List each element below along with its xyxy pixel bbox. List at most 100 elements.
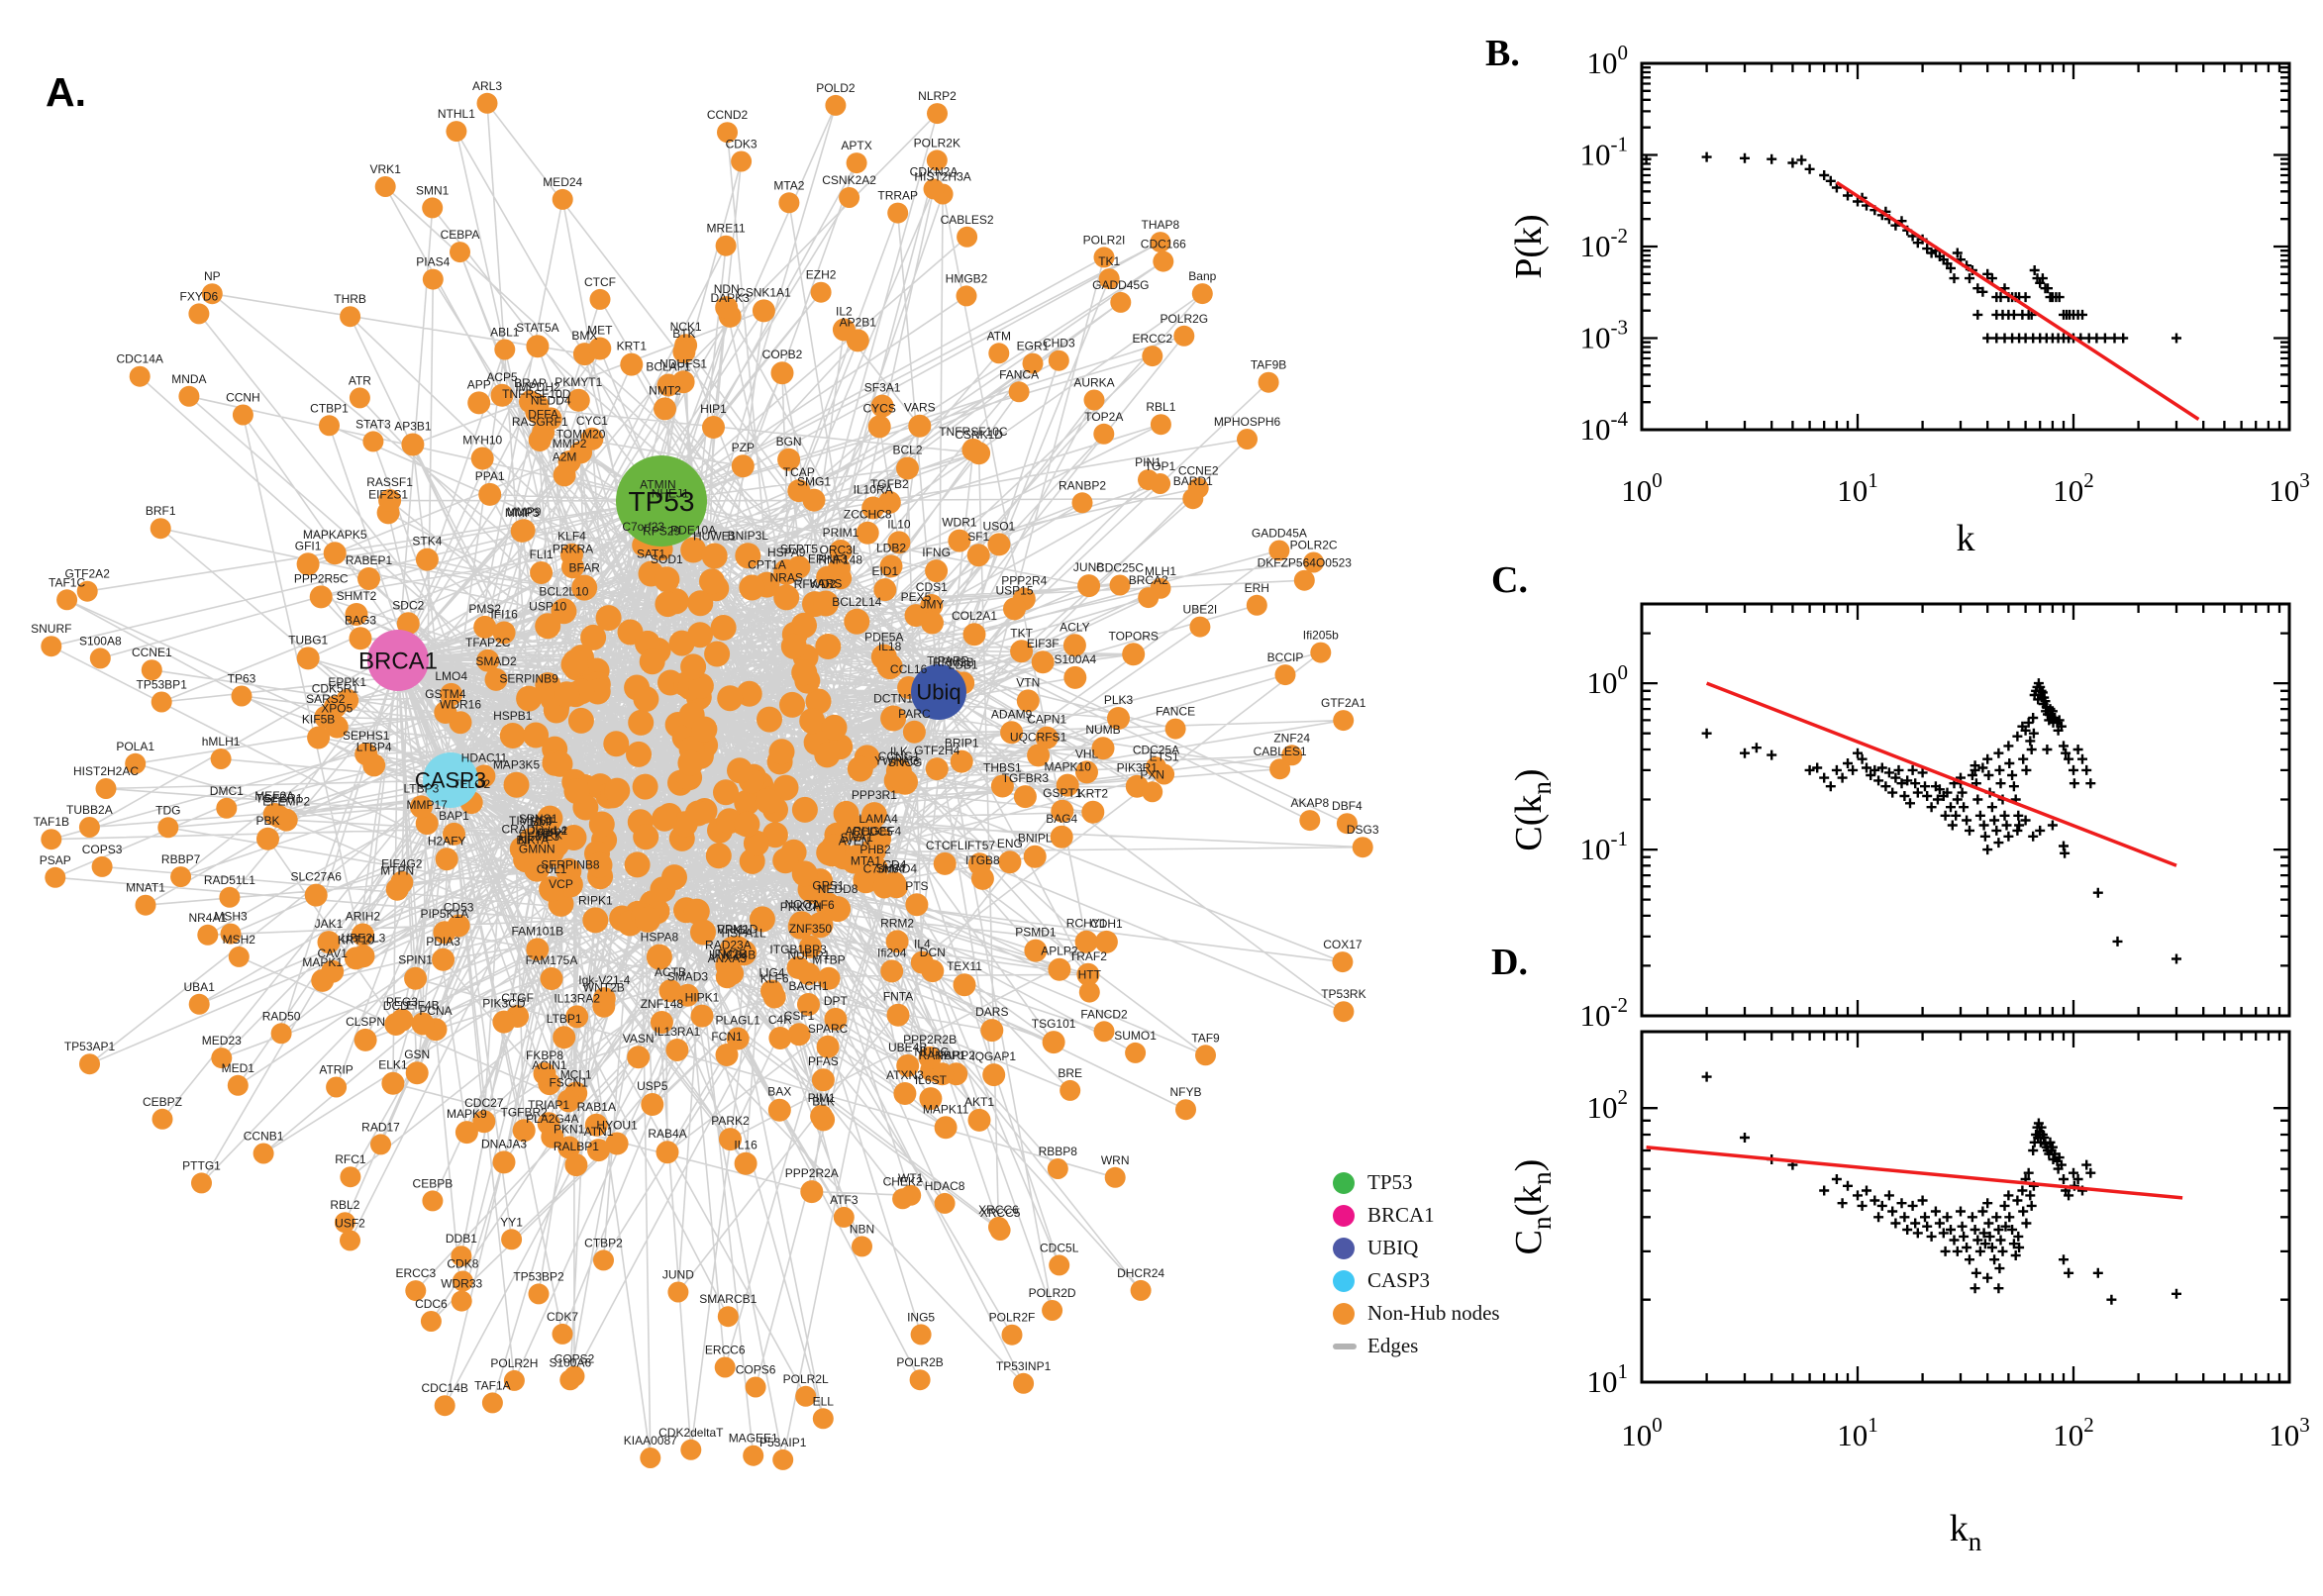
svg-text:EPPK1: EPPK1 — [328, 675, 366, 689]
svg-text:VRK2: VRK2 — [717, 923, 749, 937]
svg-text:AVEN: AVEN — [839, 835, 870, 848]
svg-text:ITGB8: ITGB8 — [965, 853, 1000, 867]
svg-text:ATRIP: ATRIP — [319, 1063, 353, 1077]
svg-text:WT1: WT1 — [898, 1171, 924, 1185]
svg-text:100: 100 — [1621, 468, 1663, 508]
svg-text:WNT2B: WNT2B — [583, 981, 625, 995]
svg-text:CSF1: CSF1 — [784, 1009, 815, 1023]
svg-text:RAD51L1: RAD51L1 — [204, 873, 255, 887]
svg-text:DDB1: DDB1 — [446, 1232, 477, 1246]
svg-text:PLA2G4A: PLA2G4A — [526, 1112, 578, 1126]
svg-text:FAM101B: FAM101B — [511, 924, 563, 938]
svg-text:EGR1: EGR1 — [1017, 340, 1050, 353]
svg-text:BLK: BLK — [812, 1094, 835, 1108]
svg-text:ZCCHC8: ZCCHC8 — [844, 508, 892, 522]
casp3-dot-icon — [1333, 1269, 1355, 1292]
svg-text:POLR2F: POLR2F — [989, 1311, 1036, 1325]
svg-text:UQCRFS1: UQCRFS1 — [1010, 730, 1067, 744]
svg-text:THBS1: THBS1 — [983, 761, 1022, 775]
svg-text:IMPDH2: IMPDH2 — [515, 380, 560, 394]
svg-text:SF3A1: SF3A1 — [864, 381, 901, 395]
svg-text:ATMIN: ATMIN — [640, 477, 675, 491]
svg-text:LTBP1: LTBP1 — [547, 1012, 582, 1026]
svg-text:C7orf64: C7orf64 — [863, 862, 906, 876]
svg-text:DCTN1: DCTN1 — [873, 692, 913, 706]
svg-text:HIST2H2AC: HIST2H2AC — [73, 764, 139, 778]
panel-B-plot: 100 10-1 10-2 10-3 10-4 100 101 102 103 k P(k) — [1508, 41, 2310, 559]
svg-text:102: 102 — [2053, 1413, 2094, 1452]
svg-text:UBE2I: UBE2I — [1183, 603, 1218, 617]
svg-text:VCP: VCP — [549, 877, 573, 891]
svg-text:BRCA1: BRCA1 — [358, 648, 438, 674]
svg-text:THRB: THRB — [334, 292, 366, 306]
svg-text:SAT1: SAT1 — [637, 548, 665, 561]
svg-text:CCNH: CCNH — [226, 391, 260, 405]
svg-text:IFNG: IFNG — [922, 546, 951, 559]
svg-text:CSNK1A1: CSNK1A1 — [737, 285, 791, 299]
svg-text:hMLH1: hMLH1 — [202, 735, 241, 748]
y-axis-label: P(k) — [1508, 214, 1550, 278]
svg-text:GADD45A: GADD45A — [1252, 527, 1307, 541]
svg-text:DCD: DCD — [383, 999, 409, 1013]
svg-text:MAPK10: MAPK10 — [1045, 760, 1092, 774]
svg-text:PDE10A: PDE10A — [670, 524, 716, 538]
svg-text:BAG3: BAG3 — [345, 613, 376, 627]
svg-text:DARS: DARS — [975, 1005, 1008, 1019]
svg-text:PARC: PARC — [898, 707, 931, 721]
scatter-points — [1641, 151, 2181, 344]
svg-text:PARP2: PARP2 — [937, 1048, 975, 1062]
svg-text:DHCR24: DHCR24 — [1117, 1266, 1164, 1280]
hub-Ubiq — [911, 664, 966, 720]
svg-text:COPS2: COPS2 — [555, 1352, 595, 1366]
svg-text:Ifi205b: Ifi205b — [1303, 629, 1339, 643]
svg-text:PPP2R4: PPP2R4 — [1001, 574, 1047, 588]
svg-text:BNIP3L: BNIP3L — [728, 529, 769, 543]
svg-text:TGFBR3: TGFBR3 — [1002, 771, 1050, 785]
svg-text:DFFA: DFFA — [528, 407, 558, 421]
svg-text:MNAT1: MNAT1 — [126, 881, 165, 895]
svg-text:TELO2: TELO2 — [453, 777, 490, 791]
svg-text:CEBPZ: CEBPZ — [143, 1095, 182, 1109]
svg-text:AP3B1: AP3B1 — [394, 420, 432, 434]
svg-text:SEPT5: SEPT5 — [780, 542, 818, 555]
svg-text:DKFZP564O0523: DKFZP564O0523 — [1258, 556, 1353, 570]
svg-text:LTBP4: LTBP4 — [356, 740, 392, 753]
svg-text:MYH10: MYH10 — [462, 434, 502, 448]
scatter-points — [1701, 1071, 2181, 1305]
svg-text:TIMM50: TIMM50 — [509, 814, 553, 828]
svg-text:PRIM1: PRIM1 — [823, 526, 859, 540]
svg-text:IL4: IL4 — [914, 938, 931, 951]
svg-text:ZNF148: ZNF148 — [641, 997, 684, 1011]
svg-text:MAPK9: MAPK9 — [447, 1107, 487, 1121]
svg-text:BAX: BAX — [767, 1085, 791, 1099]
svg-text:ERCC3: ERCC3 — [395, 1266, 436, 1280]
svg-text:CDC27: CDC27 — [464, 1096, 504, 1110]
svg-text:MAP3K5: MAP3K5 — [493, 758, 541, 772]
svg-text:NP: NP — [204, 269, 221, 283]
svg-text:POLR2I: POLR2I — [1083, 233, 1126, 247]
x-axis-label: kn — [1950, 1508, 1982, 1556]
svg-text:APTX: APTX — [841, 139, 871, 152]
svg-text:ARIH2: ARIH2 — [346, 910, 381, 924]
svg-text:CDC14B: CDC14B — [422, 1381, 468, 1395]
svg-text:RABEP1: RABEP1 — [346, 553, 393, 567]
svg-text:GPS1: GPS1 — [812, 879, 844, 893]
svg-text:SARS2: SARS2 — [306, 692, 346, 706]
svg-text:TNFRSF10D: TNFRSF10D — [502, 387, 571, 401]
svg-text:HUWE1: HUWE1 — [693, 530, 737, 544]
svg-text:PIK3CD: PIK3CD — [482, 997, 526, 1011]
svg-text:VHL: VHL — [1075, 747, 1099, 760]
svg-text:TOPORS: TOPORS — [1108, 629, 1158, 643]
svg-text:10-1: 10-1 — [1580, 133, 1629, 172]
svg-text:Ubiq: Ubiq — [916, 680, 960, 705]
legend-item-tp53: TP53 — [1333, 1166, 1500, 1199]
svg-text:ACIN1: ACIN1 — [532, 1058, 567, 1072]
svg-text:CD4: CD4 — [882, 857, 906, 871]
svg-text:MMP17: MMP17 — [407, 798, 449, 812]
svg-text:100: 100 — [1621, 1413, 1663, 1452]
svg-text:MAPK11: MAPK11 — [923, 1102, 969, 1116]
svg-text:GMNN: GMNN — [519, 843, 556, 856]
svg-text:10-4: 10-4 — [1580, 407, 1629, 447]
svg-text:TEX11: TEX11 — [947, 959, 982, 973]
svg-text:ORC3L: ORC3L — [819, 544, 858, 557]
